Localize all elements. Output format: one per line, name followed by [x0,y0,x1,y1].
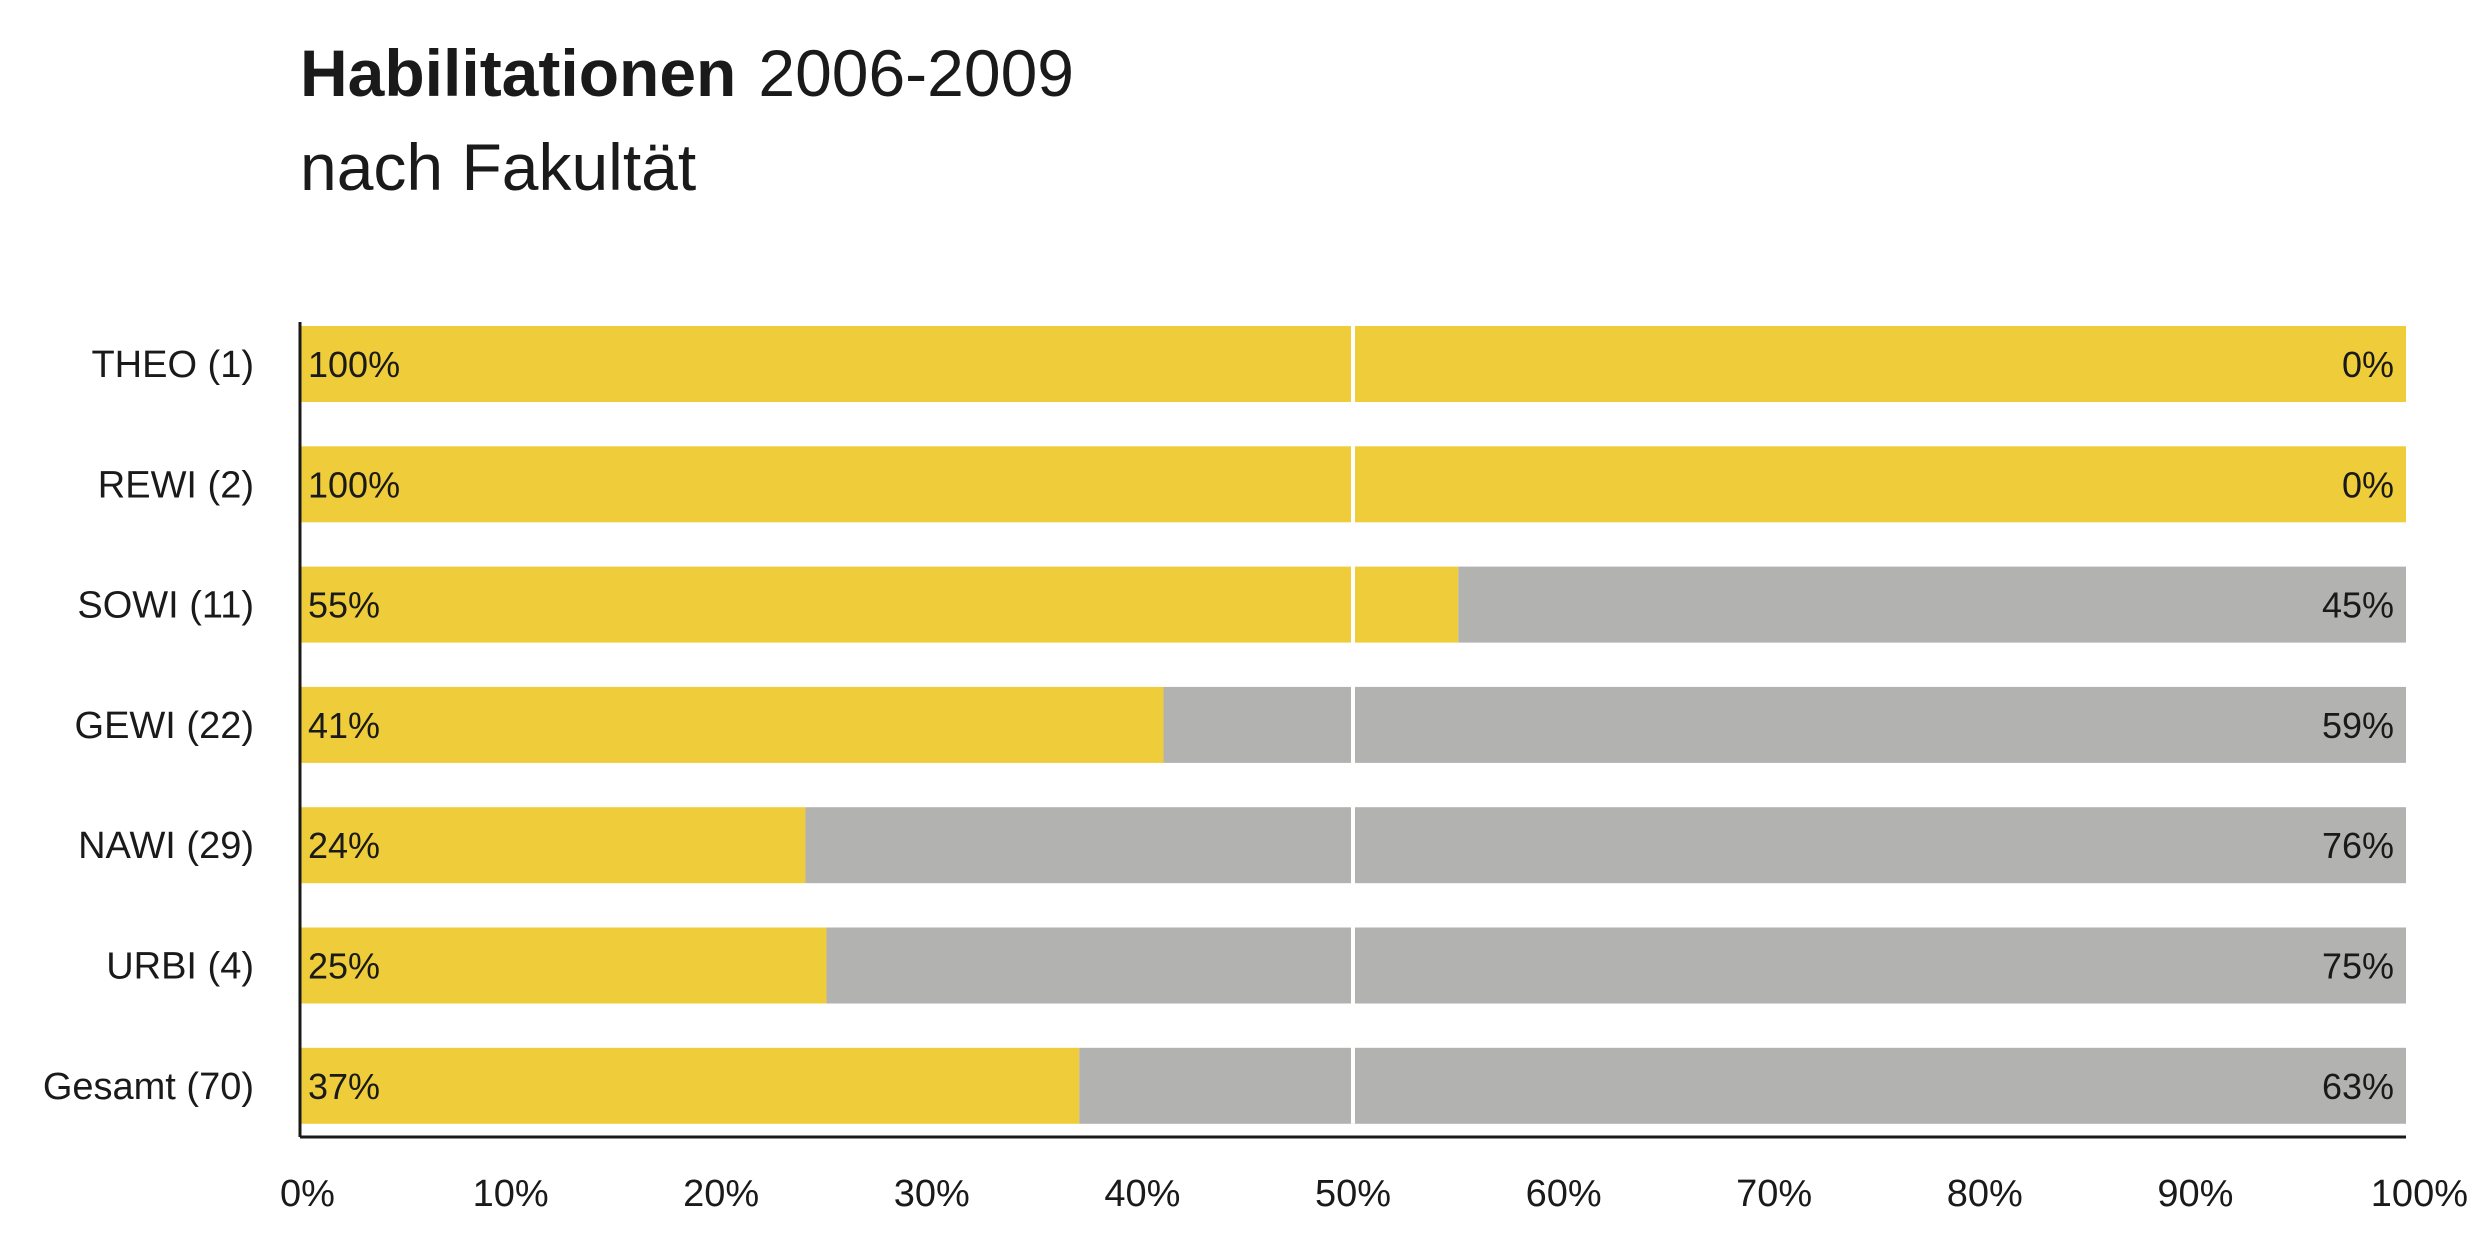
bar-segment-secondary [826,927,2406,1004]
bar-segment-secondary [1163,686,2406,763]
category-label: REWI (2) [98,464,254,506]
bar-segment-primary [300,807,806,884]
data-label-primary: 25% [308,946,380,987]
bar-segment-primary [300,686,1164,763]
x-tick-label: 70% [1736,1173,1812,1215]
x-tick-label: 90% [2157,1173,2233,1215]
category-label: SOWI (11) [77,585,254,627]
x-tick-label: 80% [1947,1173,2023,1215]
x-tick-label: 10% [473,1173,549,1215]
bar-segment-secondary [1458,566,2406,643]
data-label-primary: 24% [308,825,380,866]
category-label: Gesamt (70) [43,1066,254,1108]
data-label-primary: 37% [308,1066,380,1107]
bars-layer: 100% 0% 100% 0% 55% 45% 41% 59% 24% 76% 25% 75% 37% 6… [300,326,2407,1124]
data-label-primary: 100% [308,344,400,385]
data-label-primary: 55% [308,585,380,626]
data-label-secondary: 0% [2342,464,2394,505]
bar-segment-secondary [805,807,2407,884]
data-label-secondary: 63% [2322,1066,2394,1107]
data-label-primary: 41% [308,705,380,746]
chart-title: Habilitationen 2006-2009 [300,36,1074,110]
data-label-secondary: 59% [2322,705,2394,746]
x-tick-label: 40% [1104,1173,1180,1215]
bar-segment-primary [300,1047,1080,1124]
category-label: GEWI (22) [75,705,254,747]
bar-segment-secondary [1079,1047,2406,1124]
bar-segment-primary [300,927,827,1004]
x-tick-label: 100% [2371,1173,2468,1215]
bar-segment-primary [300,566,1459,643]
data-label-secondary: 75% [2322,946,2394,987]
data-label-secondary: 76% [2322,825,2394,866]
chart-title-bold: Habilitationen [300,36,736,110]
x-tick-label: 60% [1526,1173,1602,1215]
data-label-primary: 100% [308,464,400,505]
data-label-secondary: 45% [2322,585,2394,626]
category-label: URBI (4) [106,946,254,988]
category-label: THEO (1) [91,344,254,386]
data-label-secondary: 0% [2342,344,2394,385]
chart-title-rest: 2006-2009 [758,36,1074,110]
chart-subtitle: nach Fakultät [300,130,696,204]
x-tick-label: 50% [1315,1173,1391,1215]
x-tick-label: 30% [894,1173,970,1215]
category-label: NAWI (29) [78,825,254,867]
axes-layer: THEO (1) REWI (2) SOWI (11) GEWI (22) NAWI (… [43,322,2468,1215]
x-tick-label: 20% [683,1173,759,1215]
x-tick-label: 0% [280,1173,335,1215]
